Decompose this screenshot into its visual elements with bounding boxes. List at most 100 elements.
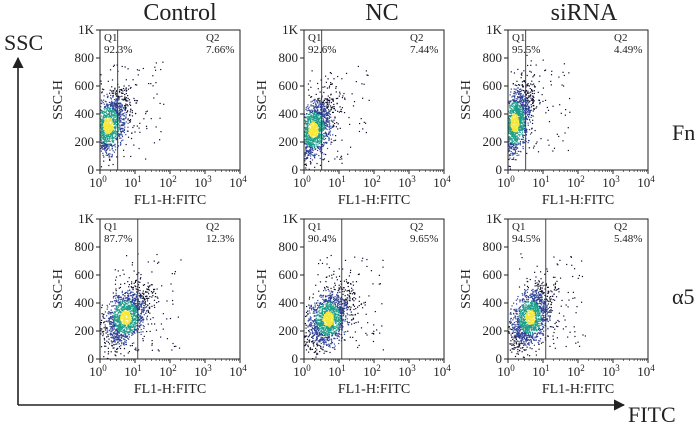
data-point bbox=[511, 130, 513, 133]
data-point bbox=[523, 70, 525, 72]
data-point bbox=[124, 123, 126, 125]
data-point bbox=[152, 75, 154, 77]
data-point bbox=[130, 295, 132, 297]
data-point bbox=[517, 125, 519, 127]
y-tick-label: 0 bbox=[292, 162, 299, 177]
data-point bbox=[305, 107, 307, 109]
data-point bbox=[128, 313, 130, 315]
data-point bbox=[314, 100, 316, 102]
data-point bbox=[322, 124, 325, 126]
data-point bbox=[319, 123, 321, 125]
data-point bbox=[306, 156, 308, 159]
y-tick-label: 400 bbox=[279, 106, 299, 121]
data-point bbox=[118, 317, 121, 319]
data-point bbox=[304, 155, 306, 157]
data-point bbox=[107, 140, 109, 142]
data-point bbox=[512, 158, 515, 161]
data-point bbox=[528, 105, 530, 108]
data-point bbox=[125, 314, 128, 316]
data-point bbox=[318, 104, 320, 106]
data-point bbox=[309, 139, 311, 141]
data-point bbox=[513, 142, 515, 145]
data-point bbox=[122, 319, 125, 321]
data-point bbox=[123, 313, 125, 315]
data-point bbox=[115, 351, 117, 353]
data-point bbox=[513, 109, 515, 111]
data-point bbox=[311, 118, 313, 120]
data-point bbox=[117, 320, 119, 323]
data-point bbox=[109, 149, 111, 151]
data-point bbox=[552, 105, 554, 107]
data-point bbox=[519, 84, 521, 86]
data-point bbox=[520, 129, 523, 131]
data-point bbox=[518, 143, 520, 145]
data-point bbox=[315, 107, 317, 109]
quadrant-q1-name: Q1 bbox=[104, 32, 117, 44]
data-point bbox=[517, 123, 519, 125]
data-point bbox=[520, 121, 522, 123]
data-point bbox=[143, 297, 145, 299]
data-point bbox=[335, 126, 337, 128]
data-point bbox=[121, 313, 123, 315]
data-point bbox=[119, 121, 121, 124]
data-point bbox=[323, 115, 325, 118]
quadrant-q1-name: Q1 bbox=[308, 32, 321, 44]
data-point bbox=[105, 320, 108, 322]
data-point bbox=[120, 105, 122, 107]
data-point bbox=[516, 152, 518, 155]
data-point bbox=[515, 148, 517, 150]
data-point bbox=[134, 305, 137, 307]
row-label-alpha5: α5 bbox=[672, 284, 695, 309]
data-point bbox=[117, 127, 119, 129]
data-point bbox=[115, 113, 117, 115]
data-point bbox=[513, 119, 515, 121]
data-point bbox=[513, 133, 515, 136]
data-point bbox=[307, 119, 309, 121]
data-point bbox=[119, 109, 121, 111]
data-point bbox=[128, 286, 130, 288]
data-point bbox=[121, 127, 123, 130]
data-point bbox=[321, 133, 324, 136]
data-point bbox=[323, 121, 325, 123]
data-point bbox=[108, 113, 110, 116]
data-point bbox=[510, 138, 512, 140]
data-point bbox=[517, 134, 520, 136]
data-point bbox=[102, 119, 104, 121]
data-point bbox=[120, 283, 122, 285]
data-point bbox=[127, 309, 129, 311]
data-point bbox=[309, 160, 311, 163]
data-point bbox=[136, 311, 138, 313]
data-point bbox=[123, 338, 125, 340]
data-point bbox=[102, 121, 105, 123]
data-point bbox=[310, 138, 313, 141]
data-point bbox=[119, 321, 121, 323]
data-point bbox=[519, 90, 522, 93]
data-point bbox=[521, 72, 523, 74]
data-point bbox=[308, 116, 311, 118]
data-point bbox=[508, 116, 510, 118]
data-point bbox=[108, 313, 110, 315]
data-point bbox=[100, 129, 103, 131]
y-tick-label: 0 bbox=[88, 162, 95, 177]
data-point bbox=[518, 107, 520, 109]
data-point bbox=[120, 143, 122, 145]
data-point bbox=[362, 128, 364, 130]
data-point bbox=[117, 347, 119, 349]
data-point bbox=[116, 317, 118, 319]
data-point bbox=[106, 106, 109, 108]
data-point bbox=[325, 119, 328, 122]
data-point bbox=[107, 135, 109, 137]
data-point bbox=[142, 338, 144, 340]
data-point bbox=[110, 323, 112, 325]
data-point bbox=[134, 332, 136, 334]
data-point bbox=[103, 99, 105, 101]
x-tick-label: 100 bbox=[497, 174, 515, 190]
data-point bbox=[336, 122, 338, 124]
data-point bbox=[107, 134, 109, 137]
data-point bbox=[518, 119, 520, 121]
data-point bbox=[101, 129, 104, 131]
data-point bbox=[124, 97, 126, 99]
data-point bbox=[326, 128, 328, 131]
data-point bbox=[115, 325, 117, 327]
data-point bbox=[129, 293, 131, 295]
